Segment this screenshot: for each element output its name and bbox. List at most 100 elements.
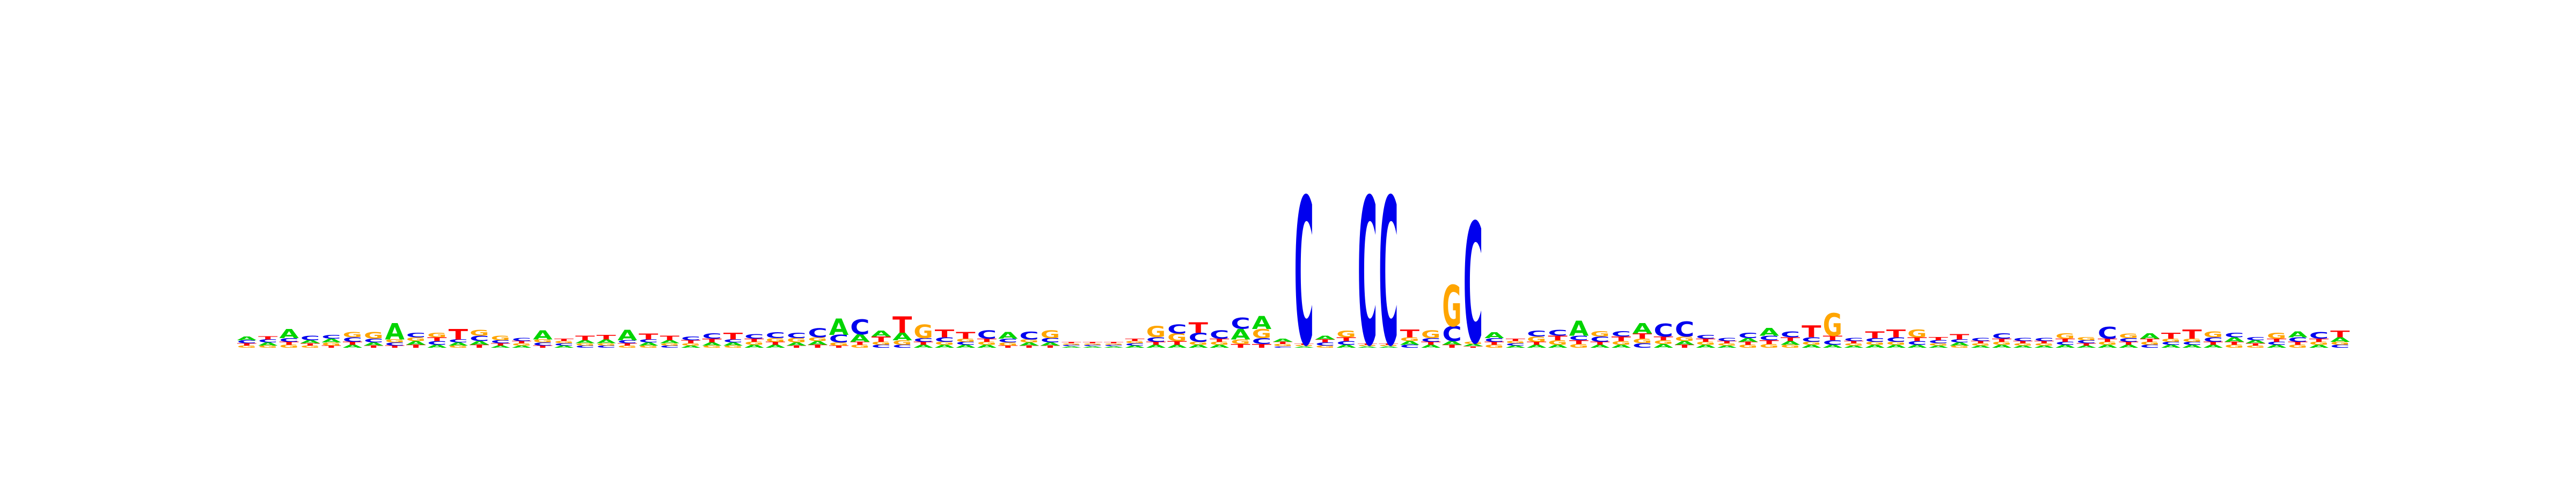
logo-letter-G-pos-24: G — [723, 345, 743, 349]
logo-letter-A-pos-22: A — [681, 345, 700, 349]
logo-letter-T-pos-84: T — [1992, 338, 2011, 343]
logo-letter-T-pos-44: T — [1146, 341, 1166, 346]
logo-letter-T-pos-58: T — [1442, 344, 1461, 349]
logo-letter-A-pos-41: A — [1083, 346, 1103, 348]
logo-letter-C-pos-51: C — [1294, 157, 1314, 391]
logo-letter-T-pos-85: T — [2013, 340, 2033, 344]
logo-letter-C-pos-11: C — [449, 339, 468, 343]
logo-letter-T-pos-25: T — [744, 338, 764, 343]
logo-letter-C-pos-47: C — [1210, 328, 1229, 341]
logo-letter-G-pos-35: G — [956, 338, 975, 343]
logo-letter-T-pos-62: T — [1527, 341, 1546, 346]
logo-letter-C-pos-45: C — [1167, 323, 1187, 337]
logo-letter-T-pos-59: T — [1463, 346, 1483, 348]
logo-letter-T-pos-87: T — [2055, 338, 2075, 343]
logo-letter-T-pos-19: T — [618, 342, 638, 346]
logo-letter-T-pos-95: T — [2224, 341, 2244, 346]
logo-letter-A-pos-89: A — [2098, 344, 2117, 349]
logo-letter-C-pos-36: C — [977, 328, 997, 341]
logo-letter-A-pos-28: A — [808, 340, 828, 346]
logo-letter-G-pos-38: G — [1019, 339, 1038, 343]
logo-letter-G-pos-100: G — [2330, 341, 2350, 346]
logo-letter-C-pos-9: C — [406, 332, 426, 339]
logo-letter-C-pos-25: C — [744, 333, 764, 340]
logo-letter-C-pos-93: C — [2182, 341, 2201, 346]
logo-letter-C-pos-83: C — [1971, 337, 1990, 342]
logo-letter-G-pos-73: G — [1759, 343, 1779, 349]
logo-letter-A-pos-5: A — [321, 338, 341, 343]
logo-letter-C-pos-76: C — [1823, 339, 1842, 346]
logo-letter-C-pos-56: C — [1400, 344, 1419, 349]
logo-letter-T-pos-17: T — [575, 335, 595, 342]
logo-letter-A-pos-77: A — [1844, 345, 1863, 349]
logo-letter-T-pos-14: T — [512, 340, 532, 344]
logo-letter-T-pos-99: T — [2309, 338, 2329, 343]
logo-letter-C-pos-6: C — [343, 336, 362, 343]
logo-letter-G-pos-82: G — [1950, 345, 1969, 349]
logo-letter-G-pos-74: G — [1781, 344, 1800, 349]
logo-letter-T-pos-75: T — [1802, 323, 1821, 341]
logo-letter-C-pos-30: C — [850, 316, 869, 339]
logo-letter-G-pos-46: G — [1189, 341, 1208, 346]
logo-letter-A-pos-51: A — [1294, 346, 1314, 348]
logo-letter-C-pos-77: C — [1844, 337, 1863, 342]
logo-letter-T-pos-4: T — [301, 342, 320, 346]
logo-letter-G-pos-65: G — [1590, 330, 1609, 339]
logo-letter-T-pos-50: T — [1273, 341, 1293, 345]
logo-letter-C-pos-34: C — [935, 336, 954, 343]
logo-letter-C-pos-97: C — [2267, 341, 2286, 346]
logo-letter-T-pos-94: T — [2204, 341, 2223, 346]
logo-letter-G-pos-20: G — [639, 345, 658, 349]
logo-letter-A-pos-53: A — [1336, 344, 1356, 349]
logo-letter-C-pos-74: C — [1781, 330, 1800, 339]
logo-letter-T-pos-86: T — [2035, 340, 2054, 344]
logo-letter-T-pos-46: T — [1189, 319, 1209, 336]
logo-letter-T-pos-78: T — [1865, 330, 1884, 340]
logo-letter-T-pos-8: T — [385, 345, 405, 349]
logo-letter-G-pos-14: G — [512, 343, 531, 347]
logo-letter-C-pos-58: C — [1442, 323, 1461, 346]
logo-letter-G-pos-26: G — [766, 337, 785, 343]
logo-letter-C-pos-63: C — [1548, 328, 1567, 338]
logo-letter-T-pos-67: T — [1633, 332, 1652, 341]
logo-letter-G-pos-95: G — [2224, 344, 2244, 349]
logo-letter-A-pos-42: A — [1104, 346, 1124, 348]
logo-letter-G-pos-29: G — [829, 342, 848, 347]
logo-letter-G-pos-8: G — [385, 339, 404, 343]
logo-letter-G-pos-91: G — [2140, 341, 2160, 346]
logo-letter-G-pos-16: G — [554, 340, 574, 344]
logo-letter-G-pos-4: G — [301, 345, 320, 349]
logo-letter-A-pos-59: A — [1463, 343, 1483, 347]
logo-letter-G-pos-18: G — [596, 343, 616, 347]
logo-letter-C-pos-41: C — [1083, 345, 1102, 347]
logo-letter-A-pos-97: A — [2267, 344, 2286, 349]
logo-letter-A-pos-21: A — [660, 340, 679, 345]
logo-letter-G-pos-21: G — [660, 343, 679, 347]
logo-letter-A-pos-94: A — [2204, 344, 2223, 349]
logo-letter-G-pos-60: G — [1484, 344, 1504, 349]
logo-letter-C-pos-87: C — [2055, 341, 2075, 346]
logo-letter-C-pos-59: C — [1463, 189, 1483, 380]
logo-letter-C-pos-49: C — [1252, 336, 1271, 346]
logo-letter-C-pos-50: C — [1273, 346, 1292, 348]
logo-letter-C-pos-26: C — [766, 331, 785, 340]
logo-letter-C-pos-57: C — [1421, 337, 1440, 343]
logo-letter-A-pos-88: A — [2076, 345, 2096, 349]
logo-letter-T-pos-35: T — [956, 331, 975, 341]
logo-letter-C-pos-99: C — [2309, 330, 2329, 341]
logo-letter-T-pos-1: T — [237, 342, 257, 346]
logo-letter-A-pos-60: A — [1484, 331, 1504, 340]
logo-letter-G-pos-55: G — [1379, 345, 1398, 347]
logo-letter-C-pos-17: C — [575, 345, 595, 349]
logo-letter-C-pos-86: C — [2035, 337, 2054, 342]
logo-letter-G-pos-7: G — [364, 330, 383, 341]
logo-letter-G-pos-79: G — [1886, 341, 1906, 346]
logo-letter-A-pos-34: A — [935, 344, 954, 349]
logo-letter-C-pos-89: C — [2098, 324, 2117, 343]
logo-letter-T-pos-74: T — [1781, 336, 1800, 342]
logo-letter-A-pos-9: A — [406, 340, 426, 346]
logo-letter-A-pos-69: A — [1675, 340, 1695, 346]
logo-letter-T-pos-80: T — [1907, 336, 1927, 342]
logo-letter-T-pos-2: T — [258, 336, 277, 341]
logo-letter-T-pos-79: T — [1886, 328, 1906, 340]
